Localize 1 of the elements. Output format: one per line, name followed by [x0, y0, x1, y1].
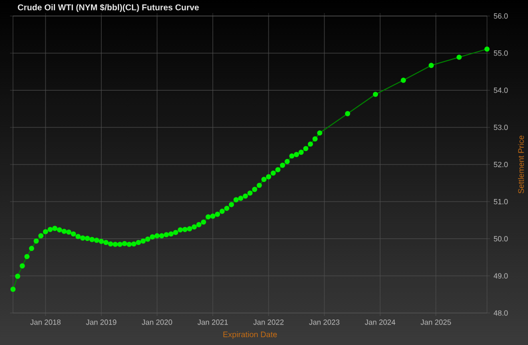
chart-title: Crude Oil WTI (NYM $/bbl)(CL) Futures Curve	[18, 4, 199, 12]
